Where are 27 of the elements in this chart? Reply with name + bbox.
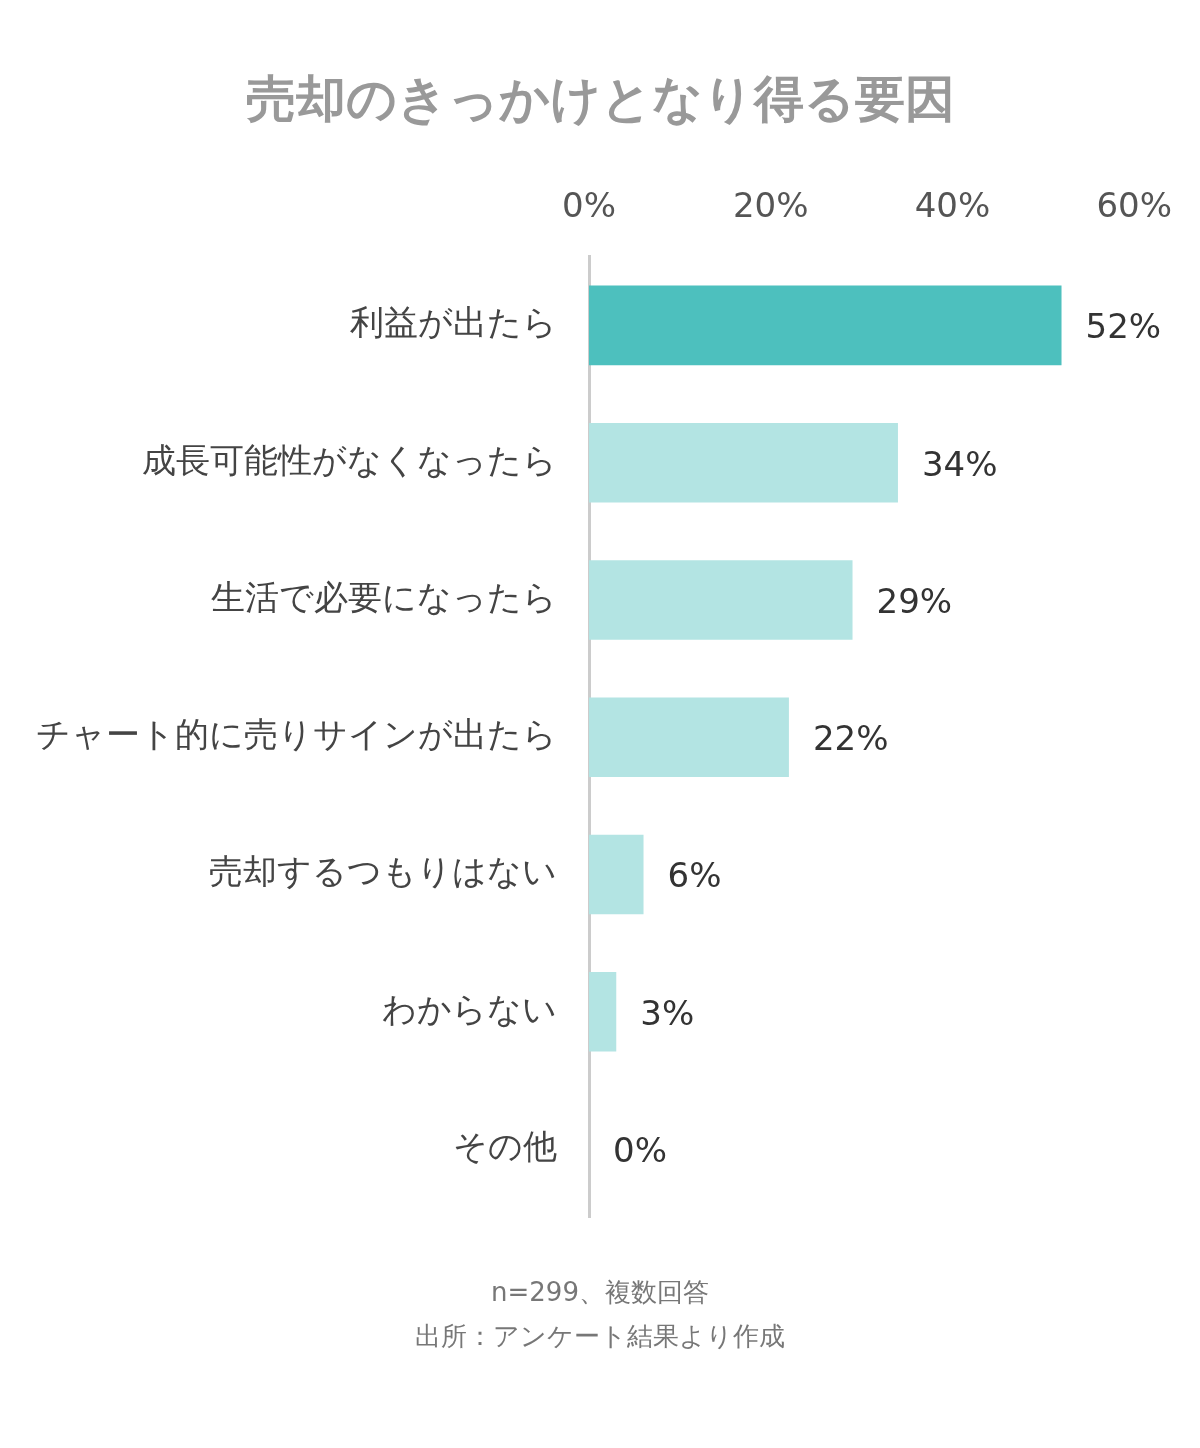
chart-title: 売却のきっかけとなり得る要因 <box>244 69 956 130</box>
y-tick-label: 生活で必要になったら <box>211 576 557 617</box>
data-label: 29% <box>876 580 953 621</box>
y-tick-label: 売却するつもりはない <box>209 851 557 892</box>
x-tick-label: 60% <box>1096 185 1172 226</box>
data-label: 3% <box>640 992 695 1033</box>
data-label: 52% <box>1085 306 1162 347</box>
x-tick-label: 0% <box>562 185 616 226</box>
x-tick-label: 20% <box>732 185 809 226</box>
x-tick-label: 40% <box>914 185 991 226</box>
bar <box>589 422 898 503</box>
data-label: 6% <box>667 855 722 896</box>
bar <box>589 560 853 640</box>
text: 出所：アンケート結果より作成 <box>414 1320 786 1353</box>
data-label: 34% <box>921 443 998 484</box>
y-tick-label: チャート的に売りサインが出たら <box>36 714 557 755</box>
bar <box>589 834 644 915</box>
y-tick-label: 利益が出たら <box>350 302 557 343</box>
text: n=299、複数回答 <box>490 1276 710 1309</box>
data-label: 22% <box>812 718 889 759</box>
data-label: 0% <box>613 1129 667 1170</box>
bar <box>589 697 789 778</box>
y-tick-label: 成長可能性がなくなったら <box>142 439 557 480</box>
y-tick-label: その他 <box>453 1125 557 1166</box>
y-tick-label: わからない <box>382 988 557 1029</box>
bar <box>589 971 617 1052</box>
bar <box>589 285 1062 366</box>
